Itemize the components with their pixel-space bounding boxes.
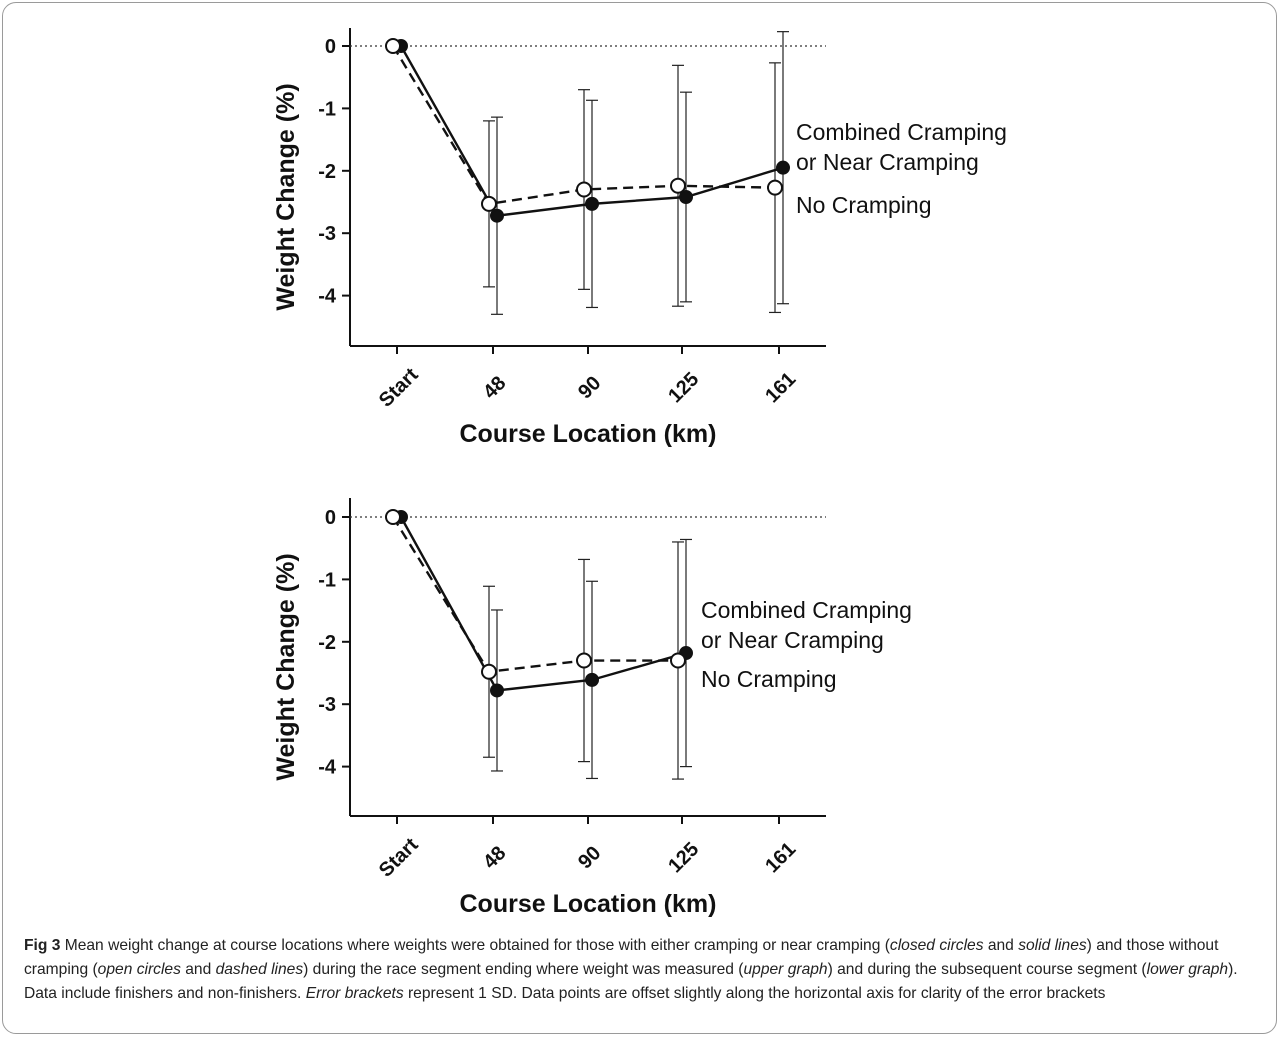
- data-point-open: [482, 665, 496, 679]
- y-tick-label: -4: [318, 286, 337, 308]
- x-tick-label: 90: [574, 372, 605, 403]
- y-tick-label: 0: [325, 507, 336, 529]
- data-point-closed: [777, 162, 789, 174]
- caption-italic: lower graph: [1147, 961, 1228, 978]
- y-tick-label: -1: [318, 569, 336, 591]
- x-tick-label: 48: [479, 842, 510, 873]
- y-tick-label: -3: [318, 694, 336, 716]
- x-tick-label: 125: [664, 838, 703, 877]
- caption-italic: solid lines: [1018, 937, 1086, 954]
- legend-label-no-cramping: No Cramping: [796, 192, 932, 218]
- data-point-open: [671, 654, 685, 668]
- legend-label-cramping: or Near Cramping: [796, 149, 979, 175]
- caption-text: Mean weight change at course locations w…: [60, 937, 890, 954]
- data-point-open: [386, 510, 400, 524]
- figure-caption: Fig 3 Mean weight change at course locat…: [24, 934, 1259, 1006]
- caption-italic: dashed lines: [216, 961, 304, 978]
- data-point-open: [768, 181, 782, 195]
- caption-italic: open circles: [98, 961, 181, 978]
- x-tick-label: 48: [479, 372, 510, 403]
- x-tick-label: Start: [375, 364, 423, 412]
- series-line-no-cramping: [393, 517, 678, 672]
- x-tick-label: 161: [761, 838, 800, 877]
- y-tick-label: -2: [318, 161, 336, 183]
- chart-upper: 0 -1 -2 -3 -4 Start 48 90 125 161 Course Location …: [272, 28, 1007, 448]
- caption-italic: upper graph: [743, 961, 827, 978]
- x-tick-label: 161: [761, 368, 800, 407]
- data-point-closed: [491, 684, 503, 696]
- y-tick-label: -4: [318, 757, 337, 779]
- x-tick-label: Start: [375, 834, 423, 882]
- legend-label-cramping: Combined Cramping: [796, 119, 1007, 145]
- legend-label-cramping: or Near Cramping: [701, 627, 884, 653]
- caption-text: and: [984, 937, 1019, 954]
- caption-fig-label: Fig 3: [24, 937, 60, 954]
- x-tick-label: 125: [664, 368, 703, 407]
- data-point-open: [577, 183, 591, 197]
- y-axis-title: Weight Change (%): [272, 83, 300, 310]
- caption-text: represent 1 SD. Data points are offset s…: [404, 985, 1106, 1002]
- caption-italic: closed circles: [890, 937, 984, 954]
- chart-lower: 0 -1 -2 -3 -4 Start 48 90 125 161 Course Location …: [272, 498, 912, 918]
- data-point-open: [671, 179, 685, 193]
- caption-italic: Error brackets: [306, 985, 404, 1002]
- y-tick-label: -2: [318, 632, 336, 654]
- data-point-closed: [586, 198, 598, 210]
- y-tick-label: -3: [318, 223, 336, 245]
- data-point-closed: [586, 674, 598, 686]
- data-point-open: [577, 654, 591, 668]
- data-point-closed: [491, 210, 503, 222]
- x-tick-label: 90: [574, 842, 605, 873]
- legend-label-cramping: Combined Cramping: [701, 597, 912, 623]
- x-axis-title: Course Location (km): [460, 420, 717, 448]
- series-line-cramping: [401, 517, 686, 690]
- caption-text: and: [181, 961, 216, 978]
- x-axis-title: Course Location (km): [460, 890, 717, 918]
- caption-text: ) during the race segment ending where w…: [303, 961, 743, 978]
- y-tick-label: 0: [325, 36, 336, 58]
- y-tick-label: -1: [318, 98, 336, 120]
- legend-label-no-cramping: No Cramping: [701, 666, 837, 692]
- data-point-open: [482, 197, 496, 211]
- caption-text: ) and during the subsequent course segme…: [828, 961, 1147, 978]
- data-point-open: [386, 39, 400, 53]
- y-axis-title: Weight Change (%): [272, 553, 300, 780]
